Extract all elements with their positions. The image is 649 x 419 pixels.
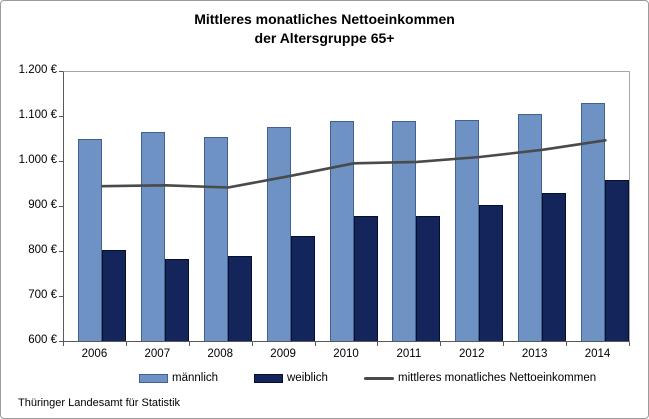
- y-axis-tick-label: 900 €: [28, 199, 57, 211]
- x-axis-tick-label: 2009: [270, 348, 296, 360]
- legend-swatch-weiblich: [254, 373, 283, 383]
- x-axis-tick-mark: [503, 342, 505, 346]
- x-axis-tick-mark: [125, 342, 127, 346]
- x-axis-tick-mark: [63, 342, 64, 346]
- bar-weiblich-2013: [542, 192, 567, 341]
- legend-label: mittleres monatliches Nettoeinkommen: [398, 372, 597, 384]
- y-axis-tick-label: 1.200 €: [18, 64, 57, 76]
- bar-weiblich-2014: [605, 180, 630, 341]
- bar-männlich-2006: [78, 139, 102, 341]
- x-axis-tick-label: 2012: [458, 348, 485, 360]
- bar-männlich-2008: [203, 136, 228, 341]
- y-axis-tick-mark: [59, 161, 63, 162]
- chart-title-line1: Mittleres monatliches Nettoeinkommen: [194, 11, 455, 27]
- bar-weiblich-2008: [227, 255, 252, 341]
- trend-line: [100, 139, 607, 189]
- x-axis-tick-mark: [440, 342, 442, 346]
- legend-swatch-line: [364, 376, 394, 380]
- y-axis-tick-mark: [59, 206, 63, 207]
- y-axis-tick-label: 1.100 €: [18, 109, 57, 121]
- y-axis-tick-mark: [59, 296, 63, 297]
- x-axis-tick-label: 2011: [396, 348, 422, 360]
- bar-weiblich-2012: [479, 205, 504, 341]
- bar-männlich-2009: [266, 126, 291, 341]
- y-axis-tick-mark: [59, 341, 63, 342]
- y-axis-tick-mark: [59, 116, 63, 117]
- y-axis-tick-mark: [59, 251, 63, 252]
- x-axis-tick-label: 2014: [584, 348, 611, 360]
- y-axis-tick-label: 800 €: [28, 244, 57, 256]
- legend-item-weiblich: weiblich: [254, 370, 328, 386]
- y-axis-tick-label: 700 €: [28, 289, 57, 301]
- bar-männlich-2011: [392, 120, 417, 341]
- x-axis-tick-label: 2010: [333, 348, 359, 360]
- x-axis-tick-mark: [188, 342, 190, 346]
- x-axis-tick-label: 2006: [81, 348, 108, 360]
- footer-source-label: Thüringer Landesamt für Statistik: [18, 397, 181, 409]
- chart-title-line2: der Altersgruppe 65+: [254, 30, 395, 46]
- bar-weiblich-2007: [164, 259, 189, 341]
- bar-männlich-2007: [140, 132, 165, 341]
- x-axis-tick-mark: [566, 342, 568, 346]
- plot-area: [63, 71, 630, 342]
- bar-weiblich-2006: [102, 249, 126, 341]
- x-axis-tick-mark: [314, 342, 316, 346]
- bar-weiblich-2009: [290, 235, 315, 341]
- x-axis-tick-mark: [629, 342, 630, 346]
- y-axis-tick-label: 600 €: [28, 334, 57, 346]
- trend-line-layer: [100, 139, 607, 189]
- x-axis-tick-label: 2008: [207, 348, 233, 360]
- bar-männlich-2010: [329, 120, 354, 341]
- y-axis-tick-label: 1.000 €: [18, 154, 57, 166]
- bar-weiblich-2010: [353, 215, 378, 341]
- legend-swatch-männlich: [139, 373, 168, 383]
- legend-item-männlich: männlich: [139, 370, 218, 386]
- x-axis-tick-label: 2013: [521, 348, 548, 360]
- legend-item-mittleres: mittleres monatliches Nettoeinkommen: [364, 370, 596, 386]
- x-axis-tick-label: 2007: [144, 348, 171, 360]
- x-axis-tick-mark: [251, 342, 253, 346]
- y-axis-tick-mark: [59, 71, 63, 72]
- x-axis-tick-mark: [377, 342, 379, 346]
- legend-label: weiblich: [287, 372, 328, 384]
- bar-weiblich-2011: [416, 216, 441, 341]
- chart-title: Mittleres monatliches Nettoeinkommen der…: [1, 10, 648, 48]
- legend-label: männlich: [172, 372, 219, 384]
